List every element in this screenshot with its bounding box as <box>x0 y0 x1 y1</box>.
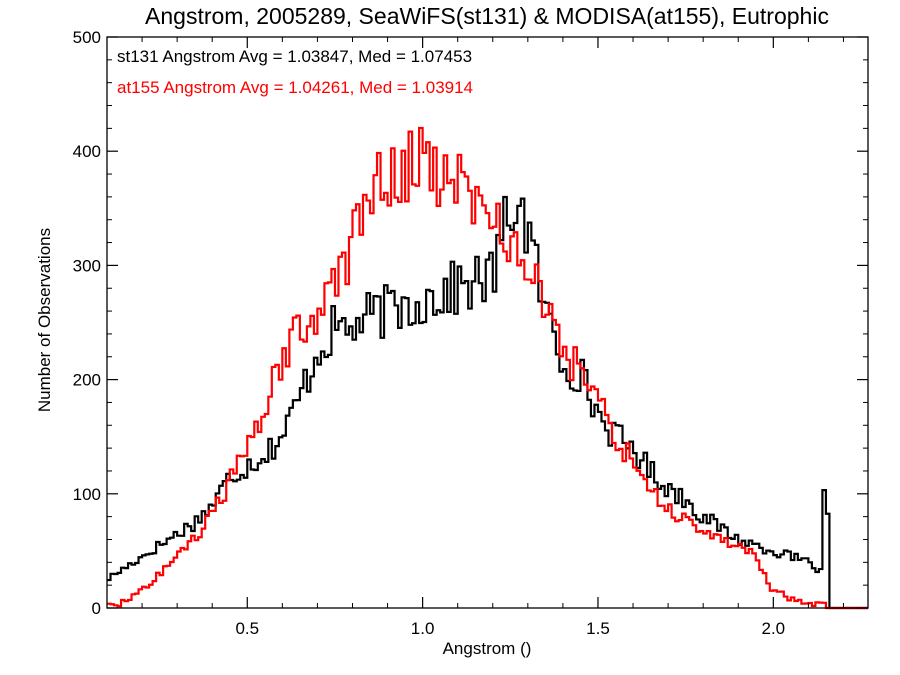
y-axis-label: Number of Observations <box>35 228 54 412</box>
x-tick-label: 1.0 <box>411 619 435 638</box>
y-tick-label: 500 <box>73 28 101 47</box>
x-tick-label: 0.5 <box>235 619 259 638</box>
axes: 0.5 1.0 1.5 2.0 0 100 200 300 400 500 <box>73 28 869 638</box>
series-st131-line <box>107 195 868 610</box>
annotation-st131: st131 Angstrom Avg = 1.03847, Med = 1.07… <box>117 47 472 66</box>
annotation-at155: at155 Angstrom Avg = 1.04261, Med = 1.03… <box>117 78 473 97</box>
x-axis-label: Angstrom () <box>443 639 532 658</box>
y-tick-label: 300 <box>73 256 101 275</box>
y-tick-label: 0 <box>92 599 101 618</box>
x-tick-label: 2.0 <box>761 619 785 638</box>
y-tick-label: 200 <box>73 371 101 390</box>
series-at155-line <box>107 126 868 610</box>
y-tick-label: 400 <box>73 142 101 161</box>
plot-area <box>107 126 868 610</box>
chart-title: Angstrom, 2005289, SeaWiFS(st131) & MODI… <box>145 3 829 29</box>
plot-frame <box>106 36 869 609</box>
x-tick-label: 1.5 <box>586 619 610 638</box>
y-tick-label: 100 <box>73 485 101 504</box>
